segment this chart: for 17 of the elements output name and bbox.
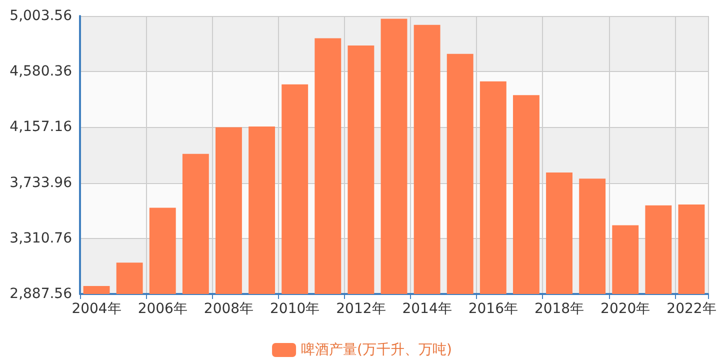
legend-label: 啤酒产量(万千升、万吨) (301, 342, 452, 358)
x-tick-label: 2006年 (138, 301, 188, 317)
x-tick-label: 2004年 (72, 301, 122, 317)
x-tick-label: 2022年 (666, 301, 716, 317)
x-tick-label: 2020年 (600, 301, 650, 317)
x-tick-label: 2016年 (468, 301, 518, 317)
x-tick-label: 2018年 (534, 301, 584, 317)
y-tick-label: 4,157.16 (10, 119, 72, 136)
y-tick-label: 2,887.56 (10, 286, 72, 302)
y-tick-label: 5,003.56 (10, 8, 72, 24)
x-tick-label: 2008年 (204, 301, 254, 317)
y-tick-label: 3,310.76 (10, 230, 72, 246)
x-tick-label: 2010年 (270, 301, 320, 317)
x-tick-label: 2014年 (402, 301, 452, 317)
y-tick-label: 4,580.36 (10, 64, 72, 80)
y-tick-label: 3,733.96 (10, 174, 72, 191)
x-tick-label: 2012年 (336, 301, 386, 317)
